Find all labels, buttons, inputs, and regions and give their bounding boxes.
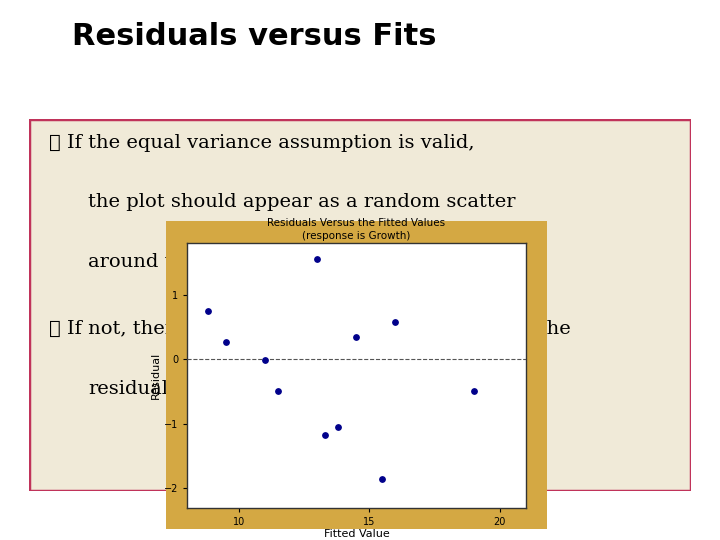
Point [259, 356, 271, 365]
Point [390, 318, 401, 326]
FancyBboxPatch shape [29, 119, 691, 491]
Point [220, 338, 232, 346]
Point [333, 423, 344, 431]
Point [468, 387, 480, 396]
Text: Residuals versus Fits: Residuals versus Fits [72, 22, 436, 51]
Point [202, 306, 214, 315]
Text: ✓ If not, there may be a non-constant variance in the: ✓ If not, there may be a non-constant va… [49, 320, 570, 338]
Point [351, 332, 362, 341]
Text: ✓ If the equal variance assumption is valid,: ✓ If the equal variance assumption is va… [49, 134, 474, 152]
Point [533, 278, 544, 286]
Point [320, 431, 331, 440]
FancyBboxPatch shape [166, 221, 547, 529]
Y-axis label: Residual: Residual [151, 352, 161, 399]
Point [312, 255, 323, 264]
Text: residuals.: residuals. [89, 380, 184, 397]
X-axis label: Fitted Value: Fitted Value [323, 529, 390, 539]
Point [273, 387, 284, 396]
Text: the plot should appear as a random scatter: the plot should appear as a random scatt… [89, 193, 516, 211]
Text: around the zero centerline.: around the zero centerline. [89, 253, 359, 271]
Point [377, 474, 388, 483]
Title: Residuals Versus the Fitted Values
(response is Growth): Residuals Versus the Fitted Values (resp… [267, 219, 446, 241]
